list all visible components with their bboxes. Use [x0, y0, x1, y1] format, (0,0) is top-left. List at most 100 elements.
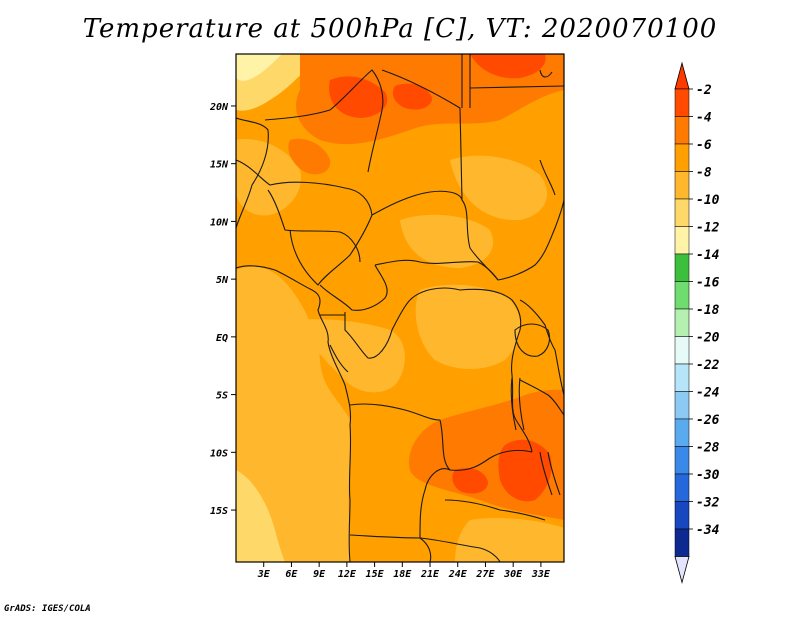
lon-tick-label: 33E: [531, 569, 551, 580]
border-tanzania: [519, 379, 564, 416]
border-cameroon-south: [319, 264, 388, 311]
border-south-sudan-ethiopia: [497, 199, 564, 281]
field-zambia-minus2: [452, 468, 488, 494]
lat-tick-label: 10N: [210, 217, 229, 228]
colorbar-label: -20: [696, 331, 720, 346]
border-chad-sudan: [371, 190, 499, 281]
border-sudan-north: [469, 85, 564, 89]
colorbar-label: -32: [696, 496, 720, 511]
colorbar-swatch: [674, 143, 690, 172]
field-sahara-minus2-b: [470, 54, 546, 79]
lat-tick-label: 15N: [210, 160, 229, 171]
field-southeast-minus8: [455, 517, 564, 562]
border-uganda-kenya: [519, 299, 556, 351]
colorbar-label: -34: [696, 523, 720, 538]
border-congo: [344, 299, 411, 359]
field-sahel-minus8: [236, 139, 301, 216]
colorbar-swatch: [674, 226, 690, 255]
colorbar-swatch: [674, 198, 690, 227]
lon-tick-label: 21E: [420, 569, 440, 580]
colorbar-label: -28: [696, 441, 720, 456]
lake-victoria: [514, 323, 551, 357]
colorbar-label: -22: [696, 358, 720, 373]
map-frame: [235, 53, 565, 563]
colorbar-label: -8: [696, 166, 712, 181]
field-atlantic-minus8: [236, 266, 351, 562]
colorbar-swatch: [674, 391, 690, 420]
border-mali-niger: [236, 159, 373, 216]
field-central-north-minus8: [400, 214, 494, 268]
grads-credit: GrADS: IGES/COLA: [4, 604, 91, 614]
colorbar-label: -26: [696, 413, 720, 428]
colorbar-label: -6: [696, 138, 712, 153]
lat-tick-label: EQ: [216, 333, 228, 344]
temperature-field: [236, 54, 564, 562]
coastline-west-africa: [236, 117, 269, 229]
field-sahel-east-minus8: [450, 155, 548, 221]
border-drc-east: [511, 329, 533, 453]
colorbar-swatch: [674, 253, 690, 282]
field-sahara-minus2-c: [392, 83, 432, 110]
nile-delta: [539, 69, 553, 78]
field-malawi-minus2: [498, 439, 552, 502]
field-southwest-minus10: [236, 470, 285, 562]
border-sudan-eritrea: [539, 159, 556, 196]
latitude-axis: 20N 15N 10N 5N EQ 5S 10S 15S: [209, 102, 236, 517]
coast-east-africa: [554, 349, 564, 396]
field-northwest-minus12: [236, 54, 282, 81]
lat-tick-label: 5N: [216, 275, 229, 286]
border-zambia-zimbabwe: [444, 499, 546, 521]
border-zambia-namibia: [419, 537, 501, 562]
lat-tick-label: 20N: [209, 102, 229, 113]
colorbar-label: -10: [696, 193, 720, 208]
colorbar-label: -30: [696, 468, 720, 483]
colorbar-top-arrow: [674, 61, 690, 90]
border-algeria-niger: [264, 69, 384, 173]
colorbar-swatch: [674, 446, 690, 475]
colorbar-label: -2: [696, 83, 712, 98]
lon-tick-label: 3E: [257, 569, 271, 580]
lat-tick-label: 5S: [216, 391, 228, 402]
country-borders: [236, 54, 564, 562]
colorbar-swatch: [674, 336, 690, 365]
colorbar-label: -16: [696, 276, 720, 291]
border-libya-chad: [381, 69, 463, 201]
colorbar-swatch: [674, 501, 690, 530]
border-car: [374, 259, 499, 281]
map-title: Temperature at 500hPa [C], VT: 202007010…: [82, 14, 718, 44]
border-drc-north: [409, 287, 522, 331]
field-central-minus8: [415, 284, 521, 369]
colorbar-label: -18: [696, 303, 720, 318]
field-sahara-minus2: [329, 76, 388, 118]
border-drc-south: [349, 403, 533, 471]
colorbar-swatch: [674, 171, 690, 200]
colorbar-swatch: [674, 363, 690, 392]
colorbar: -2 -4 -6 -8 -10 -12 -14 -16 -18 -20 -22 -24 -26 -28 -3…: [674, 61, 720, 585]
lon-tick-label: 30E: [503, 569, 523, 580]
colorbar-swatch: [674, 281, 690, 310]
lon-tick-label: 12E: [338, 569, 357, 580]
lon-tick-label: 9E: [313, 569, 326, 580]
colorbar-swatch: [674, 528, 690, 557]
border-angola-zambia: [419, 468, 451, 539]
border-egypt-sudan: [461, 54, 471, 108]
colorbar-swatch: [674, 418, 690, 447]
lon-tick-label: 27E: [475, 569, 495, 580]
coastline-gulf-of-guinea: [236, 265, 352, 562]
field-sahara-minus4-b: [288, 138, 331, 175]
lon-tick-label: 6E: [285, 569, 298, 580]
lon-tick-label: 18E: [393, 569, 412, 580]
border-nigeria-north: [267, 189, 361, 263]
lat-tick-label: 10S: [210, 448, 228, 459]
longitude-axis: 3E 6E 9E 12E 15E 18E 21E 24E 27E 30E 33E: [257, 562, 551, 580]
border-nigeria-cameroon: [289, 214, 373, 286]
border-gabon: [320, 314, 349, 373]
lake-malawi: [539, 451, 561, 496]
colorbar-swatch: [674, 116, 690, 145]
lon-tick-label: 15E: [366, 569, 385, 580]
colorbar-swatch: [674, 473, 690, 502]
lat-tick-label: 15S: [210, 506, 228, 517]
colorbar-label: -24: [696, 386, 720, 401]
colorbar-label: -4: [696, 111, 712, 126]
